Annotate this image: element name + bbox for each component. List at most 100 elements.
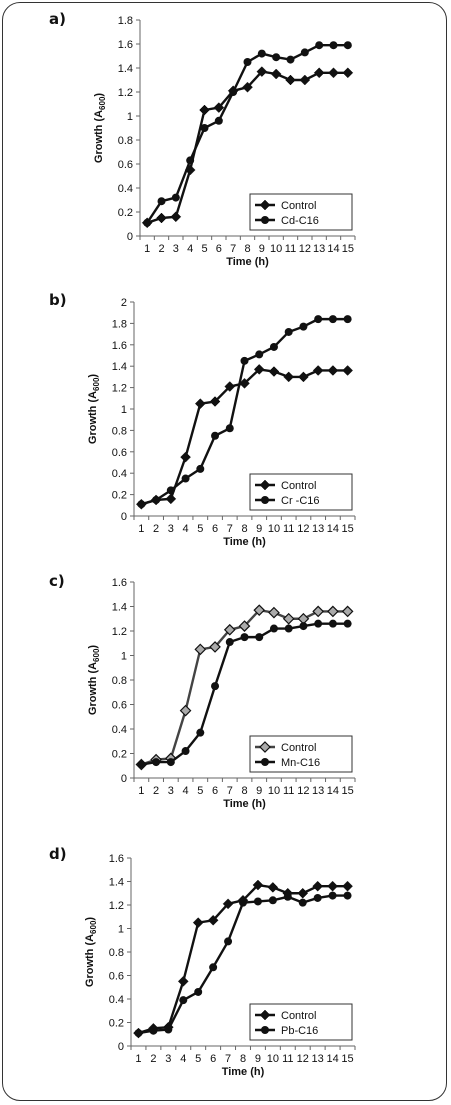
y-tick-label: 0.4 [112, 468, 127, 480]
legend-label: Control [281, 200, 316, 212]
data-point-1 [284, 327, 293, 336]
y-tick-label: 0.2 [112, 490, 127, 502]
y-tick-label: 1.6 [112, 577, 127, 589]
y-tick-label: 0.6 [109, 971, 124, 983]
data-point-1 [157, 197, 166, 206]
x-tick-label: 15 [341, 1053, 353, 1065]
y-tick-label: 0.6 [112, 447, 127, 459]
y-axis-label-end: ) [84, 917, 96, 921]
y-tick-label: 1.2 [109, 900, 124, 912]
data-point-1 [137, 500, 146, 509]
legend-marker [261, 496, 269, 504]
legend-box [249, 1003, 353, 1041]
data-point-1 [272, 53, 281, 62]
y-tick-label: 0.8 [109, 947, 124, 959]
data-point-1 [214, 116, 223, 125]
data-point-0 [209, 396, 221, 407]
data-point-0 [209, 641, 221, 653]
data-point-0 [179, 704, 192, 717]
x-tick-label: 10 [267, 1053, 279, 1065]
chart-panel-c: c) 0 0.2 0.4 0.6 0.8 1 1.2 1.4 1.6 1 2 3 4 5 6 7 8 9 10 11 1… [0, 560, 451, 830]
y-axis-label-end: ) [87, 374, 99, 378]
x-tick-label: 7 [227, 785, 233, 797]
data-point-1 [269, 342, 278, 351]
data-point-0 [180, 451, 191, 463]
data-point-0 [327, 605, 339, 618]
data-point-1 [343, 315, 352, 324]
x-tick-label: 11 [283, 785, 294, 797]
panel-letter: c) [49, 572, 65, 590]
y-tick-label: 1.2 [118, 87, 133, 99]
data-point-0 [267, 882, 279, 893]
legend-marker [261, 216, 269, 224]
data-point-0 [207, 914, 219, 926]
x-tick-label: 9 [256, 785, 262, 797]
x-tick-label: 4 [180, 1053, 186, 1065]
growth-chart-d: 00.20.40.60.811.21.41.61 2 3 4 5 6 7 8 9 10 11 12 13… [84, 853, 356, 1078]
data-point-1 [253, 897, 262, 906]
data-point-0 [312, 880, 324, 892]
x-tick-label: 1 [135, 1053, 141, 1065]
data-point-1 [284, 624, 293, 633]
x-tick-label: 11 [283, 523, 294, 535]
y-axis-label-main: Growth (A [84, 934, 96, 987]
x-tick-label: 9 [255, 1053, 261, 1065]
data-point-1 [181, 474, 190, 483]
data-point-1 [269, 624, 278, 633]
legend-marker [259, 1009, 271, 1021]
legend-box [249, 193, 353, 231]
data-point-1 [179, 996, 188, 1005]
data-point-0 [165, 493, 177, 505]
data-point-0 [213, 102, 225, 113]
data-point-0 [194, 398, 206, 410]
data-point-1 [283, 892, 292, 901]
growth-chart-b: 00.20.40.60.811.21.41.61.821 2 3 4 5 6 7 8 9 10 11… [87, 297, 356, 548]
y-tick-label: 0.2 [112, 749, 127, 761]
data-point-0 [156, 212, 167, 224]
x-tick-label: 5 [197, 785, 203, 797]
x-tick-label: 13 [312, 1053, 324, 1065]
y-tick-label: 0.2 [109, 1018, 124, 1030]
y-tick-label: 1.6 [112, 340, 127, 352]
y-tick-label: 0.6 [118, 159, 133, 171]
legend-label: Control [281, 742, 316, 754]
data-point-1 [343, 891, 352, 900]
x-tick-label: 11 [282, 1053, 293, 1065]
y-tick-label: 1.2 [112, 383, 127, 395]
growth-chart-a: 00.20.40.60.811.21.41.61.81 2 3 4 5 6 7 8 9 10 11 1… [93, 15, 356, 268]
x-tick-label: 14 [327, 243, 339, 255]
x-tick-label: 6 [212, 785, 218, 797]
y-tick-label: 0 [127, 231, 133, 243]
data-point-0 [256, 66, 268, 77]
x-tick-label: 7 [230, 243, 236, 255]
data-point-1 [166, 486, 175, 495]
data-point-1 [329, 41, 338, 50]
x-tick-label: 15 [342, 785, 354, 797]
data-point-1 [240, 356, 249, 365]
data-point-0 [270, 68, 282, 80]
x-tick-label: 9 [259, 243, 265, 255]
legend-marker [261, 1026, 269, 1034]
legend-label: Control [281, 1010, 316, 1022]
x-tick-label: 8 [241, 785, 247, 797]
data-point-1 [286, 55, 295, 64]
data-point-1 [298, 898, 307, 907]
panel-letter: a) [49, 10, 66, 28]
data-point-1 [194, 987, 203, 996]
panel-letter: d) [49, 845, 67, 863]
data-point-0 [194, 643, 207, 656]
x-tick-label: 6 [210, 1053, 216, 1065]
data-point-1 [343, 41, 352, 50]
x-tick-label: 4 [187, 243, 193, 255]
y-axis-label: Growth (A600) [93, 93, 107, 164]
x-tick-label: 13 [313, 243, 325, 255]
data-point-0 [268, 606, 280, 619]
y-tick-label: 1 [118, 924, 124, 936]
data-point-1 [315, 41, 324, 50]
data-point-0 [328, 67, 339, 79]
x-tick-label: 1 [144, 243, 150, 255]
x-tick-label: 12 [299, 243, 311, 255]
y-tick-label: 1.4 [118, 63, 133, 75]
y-tick-label: 2 [121, 297, 127, 309]
